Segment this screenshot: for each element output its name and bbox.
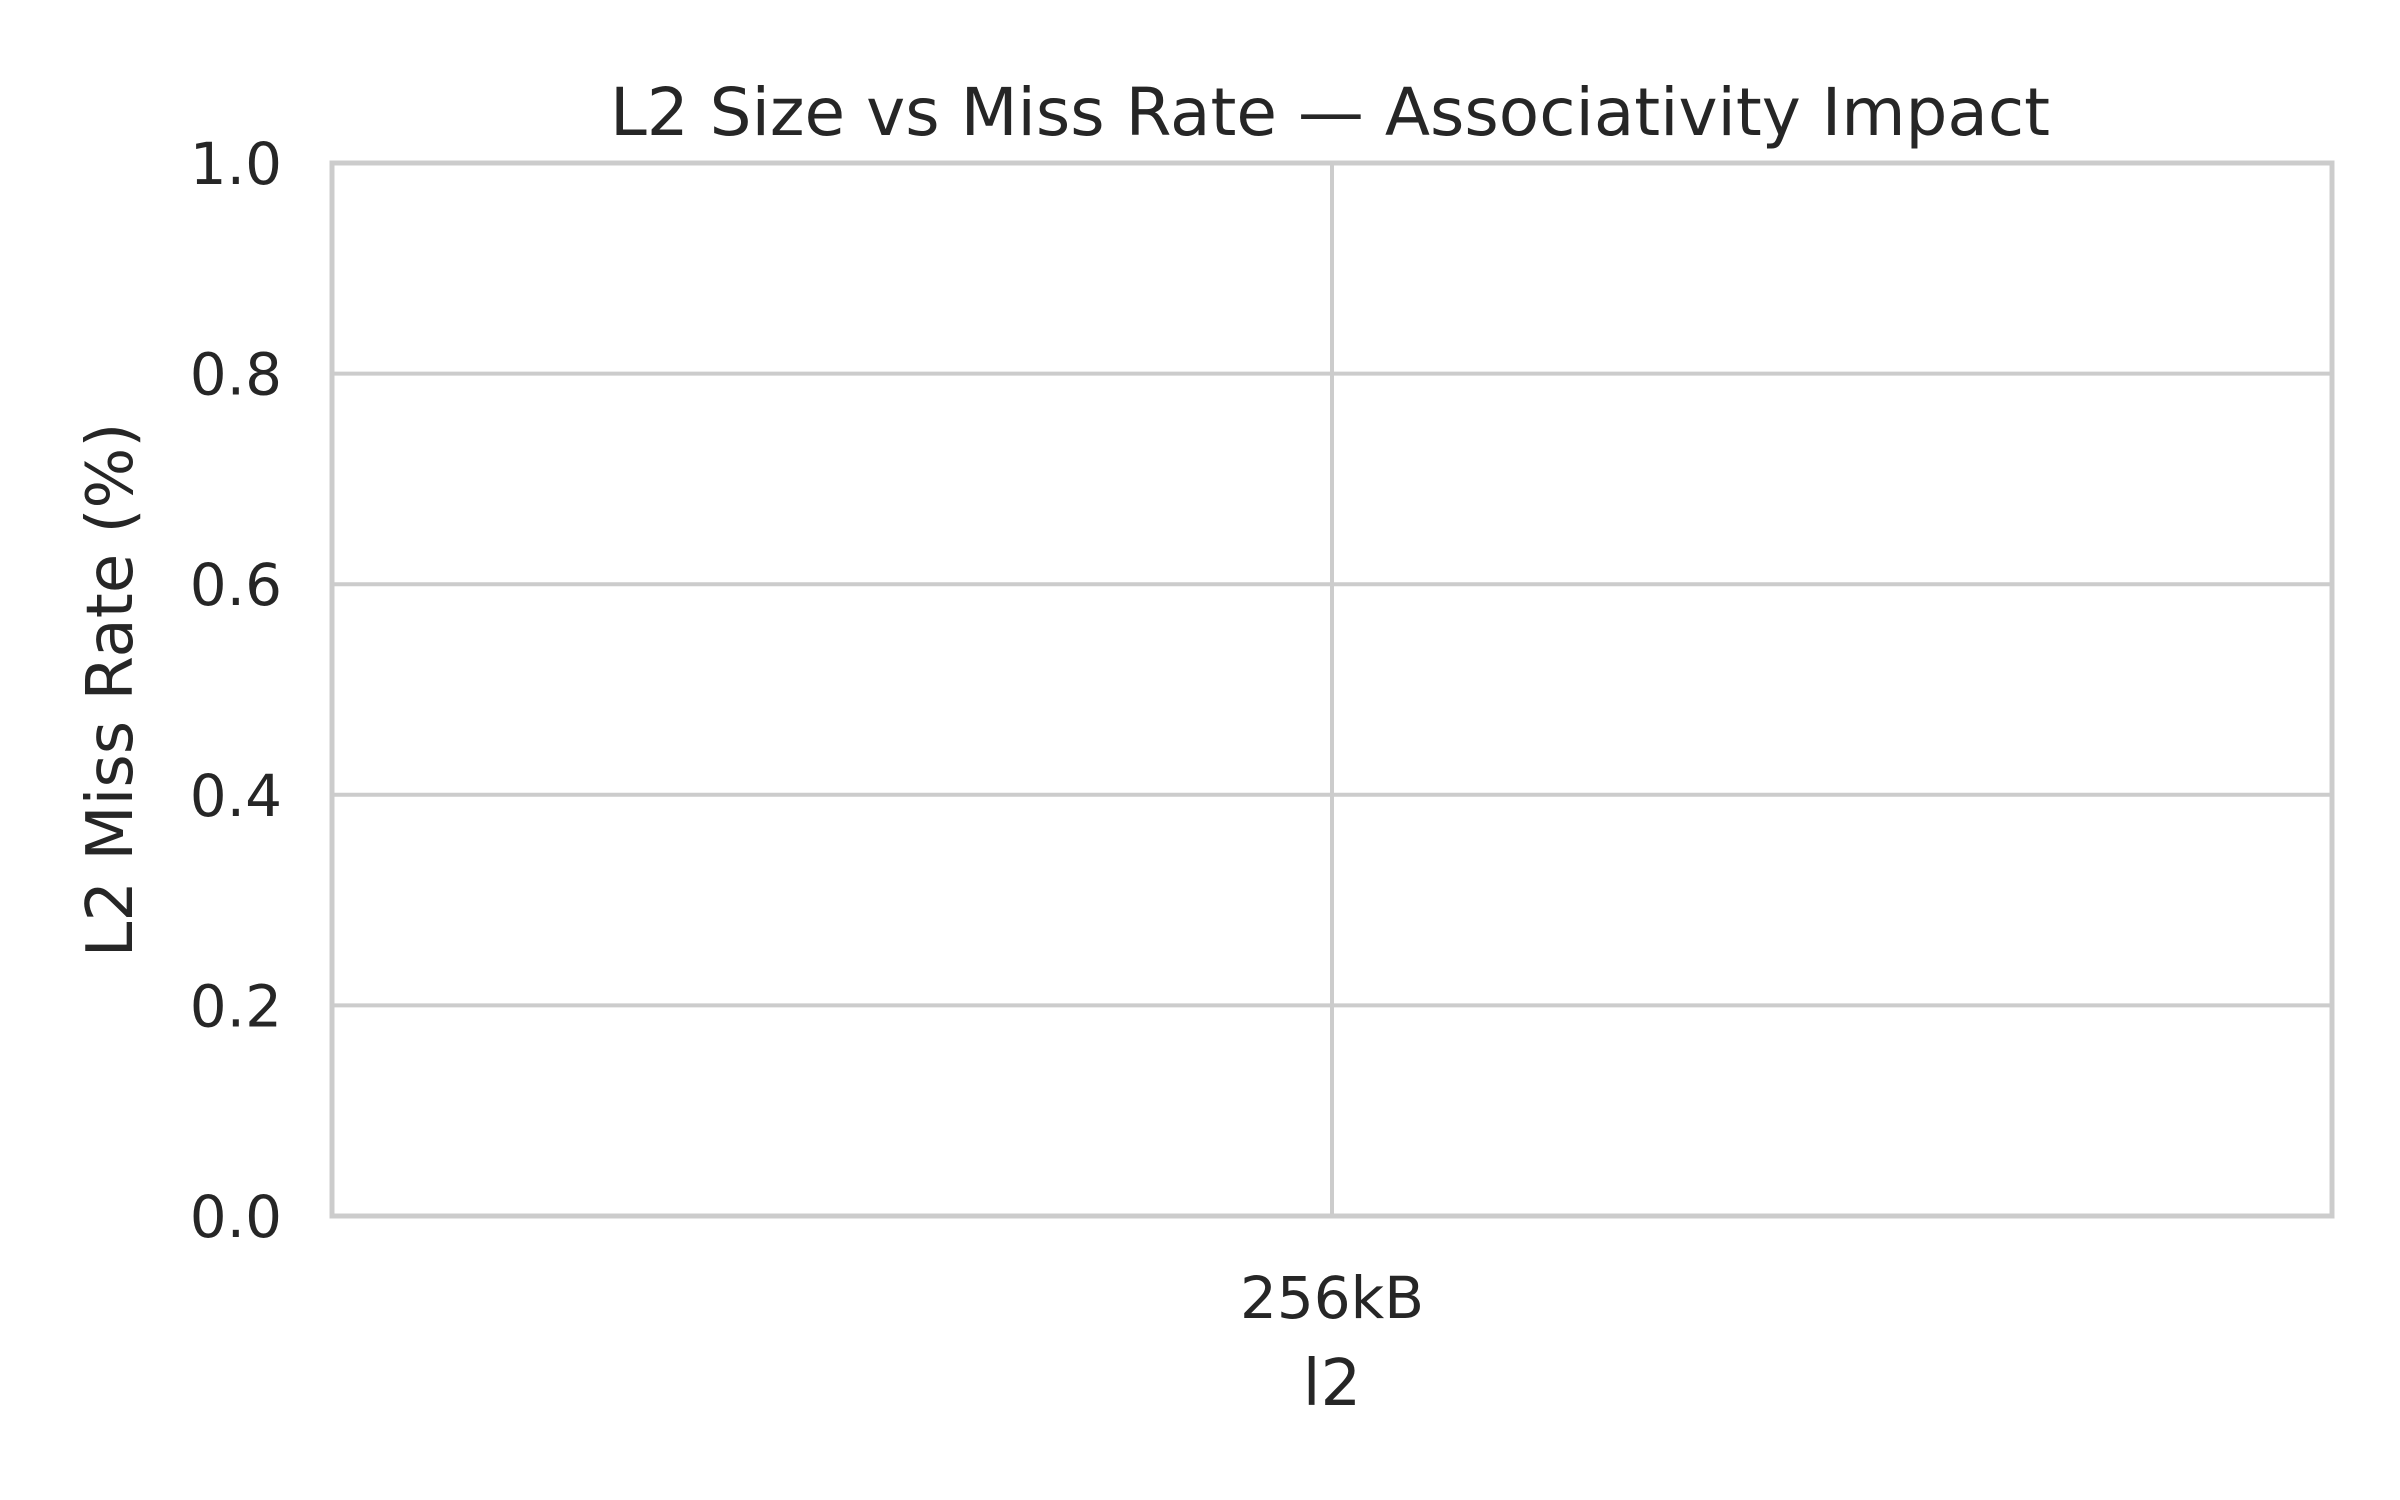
y-tick-label: 0.6 bbox=[190, 551, 282, 619]
x-tick-label: 256kB bbox=[1240, 1264, 1424, 1332]
y-tick-label: 1.0 bbox=[190, 130, 282, 198]
y-tick-label: 0.2 bbox=[190, 972, 282, 1040]
x-axis-ticks: 256kB bbox=[1240, 1264, 1424, 1332]
y-tick-label: 0.4 bbox=[190, 762, 282, 830]
y-tick-label: 0.0 bbox=[190, 1183, 282, 1251]
plot-frame bbox=[329, 160, 2335, 1219]
x-axis-label: l2 bbox=[1303, 1347, 1362, 1421]
chart-title: L2 Size vs Miss Rate — Associativity Imp… bbox=[610, 74, 2050, 151]
plot-area bbox=[329, 160, 2335, 1219]
y-axis-ticks: 0.0 0.2 0.4 0.6 0.8 1.0 bbox=[190, 130, 282, 1251]
y-axis-label: L2 Miss Rate (%) bbox=[74, 423, 148, 958]
y-tick-label: 0.8 bbox=[190, 341, 282, 409]
